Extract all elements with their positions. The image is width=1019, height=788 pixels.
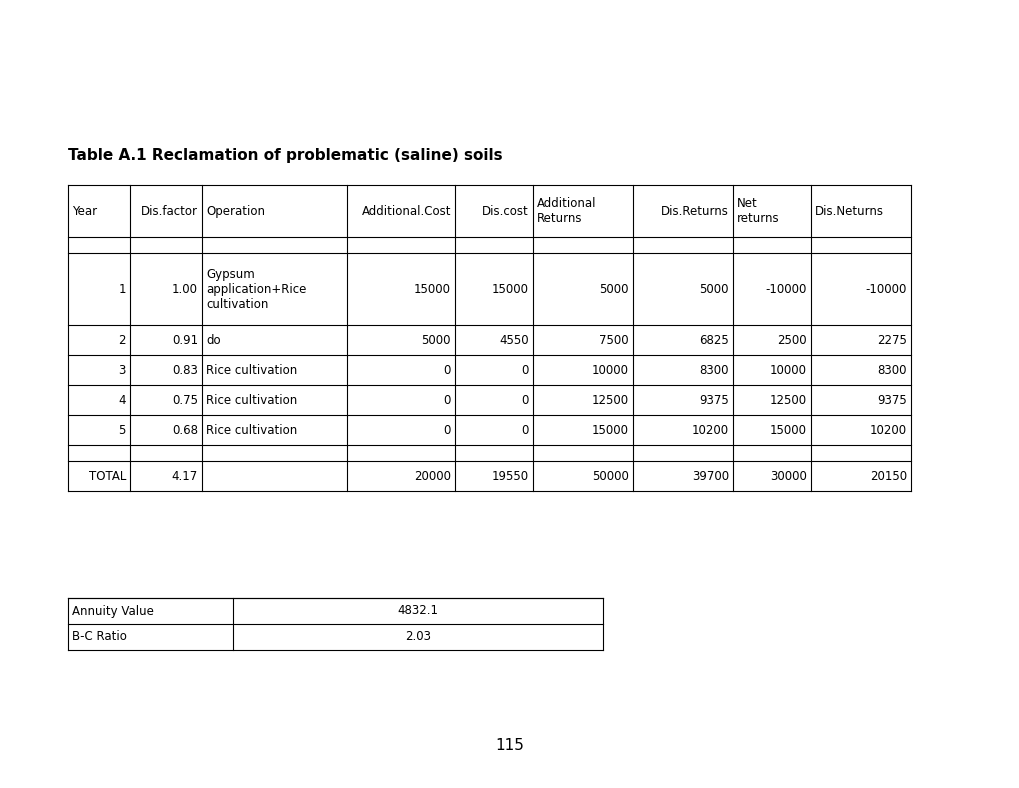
- Text: 19550: 19550: [491, 470, 529, 482]
- Text: 2.03: 2.03: [405, 630, 431, 644]
- Text: 7500: 7500: [599, 333, 629, 347]
- Text: Net
returns: Net returns: [737, 197, 779, 225]
- Text: 20000: 20000: [414, 470, 450, 482]
- Text: 0: 0: [443, 393, 450, 407]
- Text: 10200: 10200: [869, 423, 906, 437]
- Text: 0: 0: [443, 363, 450, 377]
- Text: 15000: 15000: [414, 283, 450, 296]
- Text: -10000: -10000: [865, 283, 906, 296]
- Text: 5000: 5000: [699, 283, 729, 296]
- Text: 12500: 12500: [591, 393, 629, 407]
- Text: -10000: -10000: [765, 283, 806, 296]
- Text: Gypsum
application+Rice
cultivation: Gypsum application+Rice cultivation: [206, 267, 306, 310]
- Text: 0.68: 0.68: [172, 423, 198, 437]
- Text: 2: 2: [118, 333, 126, 347]
- Text: 20150: 20150: [869, 470, 906, 482]
- Text: 0: 0: [521, 423, 529, 437]
- Text: 10000: 10000: [591, 363, 629, 377]
- Text: Dis.cost: Dis.cost: [482, 205, 529, 217]
- Text: Annuity Value: Annuity Value: [72, 604, 154, 618]
- Text: 4550: 4550: [499, 333, 529, 347]
- Text: 2275: 2275: [876, 333, 906, 347]
- Text: 8300: 8300: [699, 363, 729, 377]
- Text: 9375: 9375: [876, 393, 906, 407]
- Text: 5: 5: [118, 423, 126, 437]
- Text: Dis.Neturns: Dis.Neturns: [814, 205, 883, 217]
- Text: 10000: 10000: [769, 363, 806, 377]
- Text: Year: Year: [72, 205, 97, 217]
- Text: Rice cultivation: Rice cultivation: [206, 363, 297, 377]
- Text: Dis.factor: Dis.factor: [141, 205, 198, 217]
- Text: 10200: 10200: [691, 423, 729, 437]
- Text: 1.00: 1.00: [172, 283, 198, 296]
- Text: Additional.Cost: Additional.Cost: [361, 205, 450, 217]
- Text: Table A.1 Reclamation of problematic (saline) soils: Table A.1 Reclamation of problematic (sa…: [68, 147, 502, 162]
- Text: 3: 3: [118, 363, 126, 377]
- Text: Rice cultivation: Rice cultivation: [206, 393, 297, 407]
- Text: 9375: 9375: [699, 393, 729, 407]
- Text: 15000: 15000: [491, 283, 529, 296]
- Text: 0.83: 0.83: [172, 363, 198, 377]
- Text: 0: 0: [443, 423, 450, 437]
- Text: 50000: 50000: [592, 470, 629, 482]
- Text: 4: 4: [118, 393, 126, 407]
- Text: do: do: [206, 333, 220, 347]
- Text: 0.91: 0.91: [172, 333, 198, 347]
- Text: 30000: 30000: [769, 470, 806, 482]
- Text: Dis.Returns: Dis.Returns: [660, 205, 729, 217]
- Text: 6825: 6825: [699, 333, 729, 347]
- Text: 5000: 5000: [599, 283, 629, 296]
- Text: 115: 115: [495, 738, 524, 753]
- Text: 15000: 15000: [591, 423, 629, 437]
- Text: 0: 0: [521, 363, 529, 377]
- Text: 0: 0: [521, 393, 529, 407]
- Text: Rice cultivation: Rice cultivation: [206, 423, 297, 437]
- Text: 5000: 5000: [421, 333, 450, 347]
- Text: TOTAL: TOTAL: [89, 470, 126, 482]
- Text: 1: 1: [118, 283, 126, 296]
- Text: Additional
Returns: Additional Returns: [536, 197, 596, 225]
- Text: Operation: Operation: [206, 205, 265, 217]
- Text: 8300: 8300: [876, 363, 906, 377]
- Text: 4832.1: 4832.1: [397, 604, 438, 618]
- Text: 12500: 12500: [769, 393, 806, 407]
- Text: 4.17: 4.17: [171, 470, 198, 482]
- Text: 15000: 15000: [769, 423, 806, 437]
- Text: 2500: 2500: [776, 333, 806, 347]
- Text: 0.75: 0.75: [172, 393, 198, 407]
- Text: 39700: 39700: [691, 470, 729, 482]
- Text: B-C Ratio: B-C Ratio: [72, 630, 126, 644]
